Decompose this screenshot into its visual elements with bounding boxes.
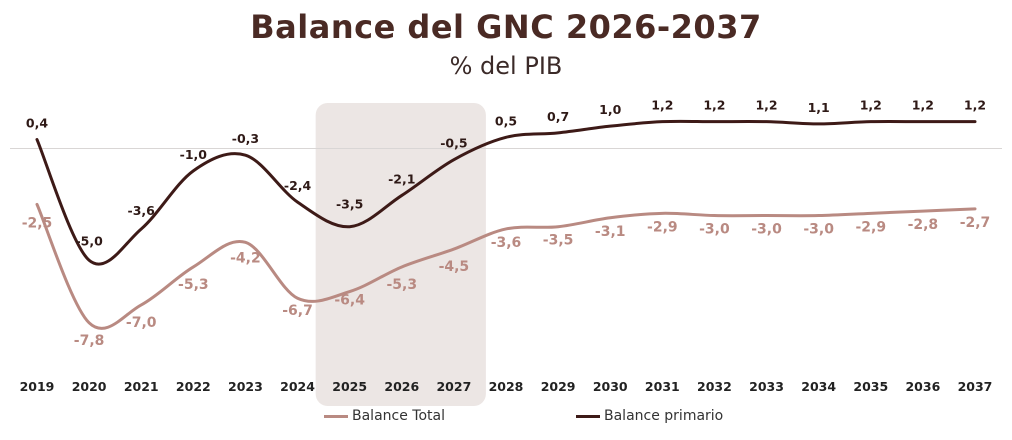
x-tick-label: 2022 xyxy=(176,379,211,394)
data-label-balance-total: -6,4 xyxy=(334,293,365,309)
x-tick-label: 2026 xyxy=(384,379,419,394)
data-label-balance-primario: 0,5 xyxy=(495,113,517,128)
chart-subtitle: % del PIB xyxy=(449,52,563,80)
data-label-balance-total: -2,8 xyxy=(908,217,939,233)
x-tick-label: 2034 xyxy=(801,379,836,394)
data-label-balance-primario: 1,2 xyxy=(964,98,986,113)
data-label-balance-primario: -1,0 xyxy=(180,147,208,162)
chart-legend: Balance Total Balance primario xyxy=(0,408,1012,430)
x-tick-label: 2033 xyxy=(749,379,784,394)
data-label-balance-total: -3,0 xyxy=(803,222,834,238)
x-tick-label: 2036 xyxy=(905,379,940,394)
legend-item-balance-primario: Balance primario xyxy=(576,408,723,424)
x-tick-label: 2020 xyxy=(72,379,107,394)
data-label-balance-primario: -0,5 xyxy=(440,136,467,151)
data-label-balance-primario: -3,6 xyxy=(128,203,156,218)
data-label-balance-total: -2,9 xyxy=(855,219,886,235)
data-label-balance-total: -4,5 xyxy=(439,259,470,275)
x-tick-label: 2023 xyxy=(228,379,263,394)
data-label-balance-primario: 1,2 xyxy=(755,98,777,113)
x-tick-label: 2024 xyxy=(280,379,315,394)
x-tick-label: 2032 xyxy=(697,379,732,394)
data-label-balance-primario: 1,2 xyxy=(703,98,725,113)
legend-label-balance-primario: Balance primario xyxy=(604,408,724,424)
data-label-balance-total: -3,5 xyxy=(543,233,574,249)
data-label-balance-primario: 1,2 xyxy=(651,98,673,113)
data-label-balance-total: -3,0 xyxy=(699,222,730,238)
legend-item-balance-total: Balance Total xyxy=(324,408,445,424)
x-tick-label: 2037 xyxy=(958,379,993,394)
data-label-balance-total: -7,8 xyxy=(74,333,105,349)
data-label-balance-total: -3,6 xyxy=(491,235,522,251)
data-label-balance-total: -5,3 xyxy=(386,277,417,293)
legend-swatch-balance-total xyxy=(324,414,348,418)
data-label-balance-primario: 0,4 xyxy=(26,116,48,131)
series-line-balance-primario xyxy=(35,119,977,266)
x-tick-label: 2027 xyxy=(436,379,471,394)
data-label-balance-total: -2,5 xyxy=(22,215,53,231)
chart-title: Balance del GNC 2026-2037 xyxy=(250,8,762,46)
x-tick-label: 2035 xyxy=(853,379,888,394)
data-label-balance-primario: -2,4 xyxy=(284,178,312,193)
data-label-balance-total: -3,1 xyxy=(595,224,626,240)
legend-swatch-balance-primario xyxy=(576,414,600,418)
x-tick-label: 2030 xyxy=(593,379,628,394)
data-label-balance-total: -2,9 xyxy=(647,219,678,235)
x-tick-label: 2019 xyxy=(20,379,55,394)
data-label-balance-total: -2,7 xyxy=(960,215,991,231)
data-label-balance-primario: -0,3 xyxy=(232,131,259,146)
legend-label-balance-total: Balance Total xyxy=(352,408,445,424)
x-tick-label: 2031 xyxy=(645,379,680,394)
data-label-balance-total: -3,0 xyxy=(751,222,782,238)
data-label-balance-primario: 1,1 xyxy=(808,100,830,115)
data-label-balance-total: -4,2 xyxy=(230,250,261,266)
data-label-balance-primario: 1,2 xyxy=(860,98,882,113)
data-label-balance-primario: -3,5 xyxy=(336,197,363,212)
data-label-balance-total: -7,0 xyxy=(126,315,157,331)
data-label-balance-primario: 1,2 xyxy=(912,98,934,113)
x-tick-label: 2025 xyxy=(332,379,367,394)
data-label-balance-total: -5,3 xyxy=(178,277,209,293)
x-tick-label: 2028 xyxy=(489,379,524,394)
data-label-balance-primario: -5,0 xyxy=(75,233,103,248)
x-tick-label: 2029 xyxy=(541,379,576,394)
data-label-balance-primario: -2,1 xyxy=(388,171,415,186)
data-label-balance-primario: 1,0 xyxy=(599,102,621,117)
x-tick-label: 2021 xyxy=(124,379,159,394)
series-line-balance-total xyxy=(35,202,977,330)
data-label-balance-total: -6,7 xyxy=(282,303,313,319)
highlight-band xyxy=(315,103,486,406)
data-label-balance-primario: 0,7 xyxy=(547,109,569,124)
